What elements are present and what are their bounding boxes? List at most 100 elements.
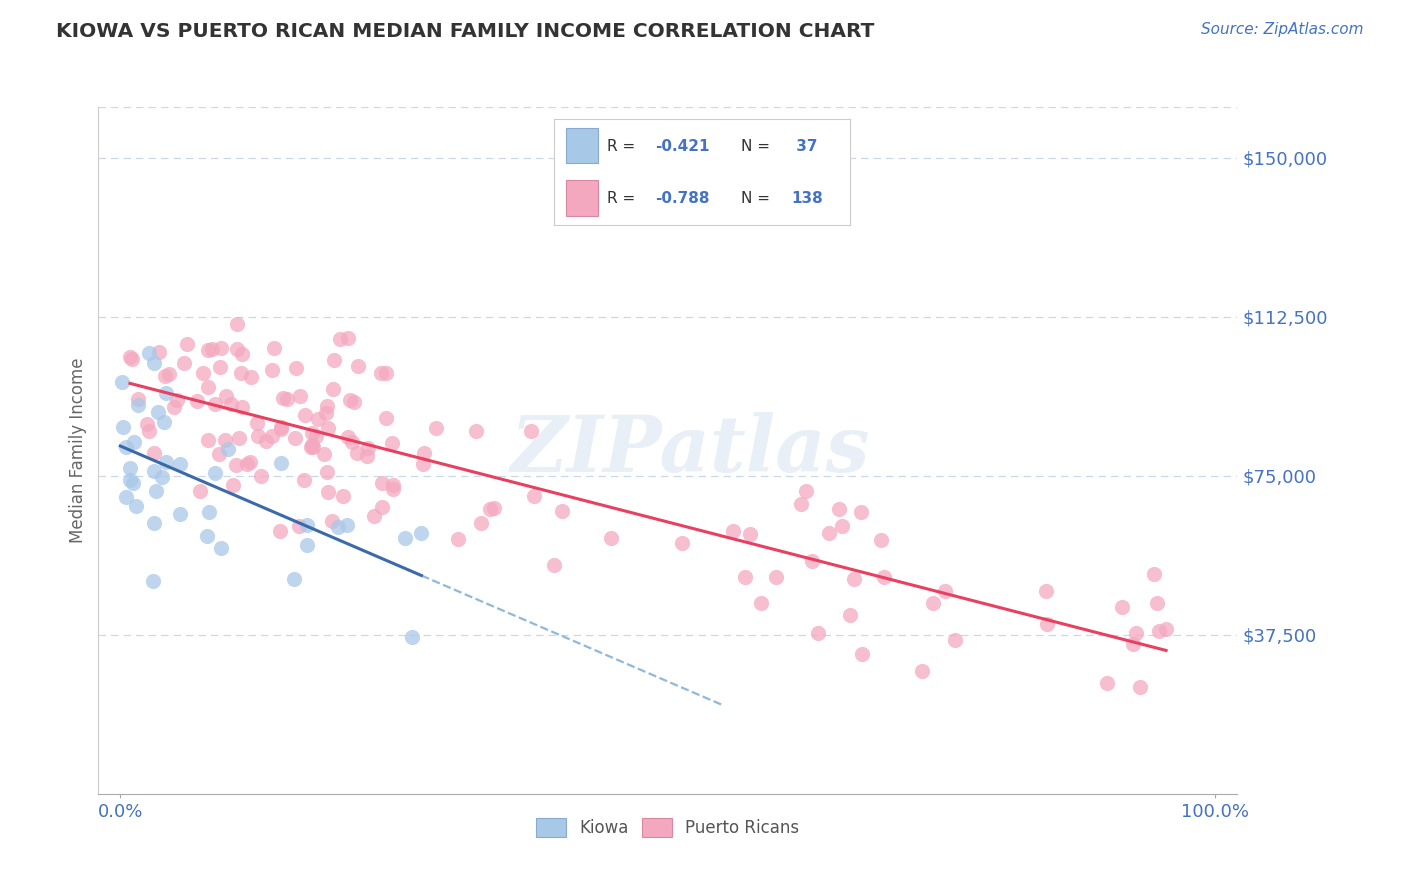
Point bbox=[143, 464, 166, 478]
Point bbox=[169, 507, 191, 521]
Point bbox=[143, 446, 166, 460]
Point bbox=[307, 412, 329, 426]
Point bbox=[339, 393, 361, 408]
Point bbox=[337, 430, 360, 444]
Point bbox=[921, 596, 943, 610]
Point bbox=[270, 422, 292, 436]
Point bbox=[1111, 599, 1133, 614]
Point bbox=[127, 398, 149, 412]
Point bbox=[370, 366, 392, 380]
Point bbox=[111, 375, 134, 389]
Point bbox=[219, 397, 242, 411]
Text: KIOWA VS PUERTO RICAN MEDIAN FAMILY INCOME CORRELATION CHART: KIOWA VS PUERTO RICAN MEDIAN FAMILY INCO… bbox=[56, 22, 875, 41]
Point bbox=[163, 400, 186, 414]
Point bbox=[195, 529, 218, 543]
Point bbox=[734, 569, 756, 583]
Point bbox=[135, 417, 157, 431]
Point bbox=[794, 483, 817, 498]
Point bbox=[872, 570, 894, 584]
Point bbox=[148, 345, 170, 359]
Point bbox=[118, 350, 141, 364]
Point bbox=[911, 664, 934, 678]
Point bbox=[342, 395, 364, 409]
Point bbox=[215, 389, 238, 403]
Point bbox=[240, 369, 263, 384]
Point bbox=[173, 356, 195, 370]
Point bbox=[340, 434, 363, 449]
Point bbox=[197, 343, 219, 358]
Point bbox=[738, 527, 761, 541]
Point bbox=[336, 517, 359, 532]
Point bbox=[297, 538, 319, 552]
Point bbox=[270, 456, 292, 470]
Point bbox=[276, 392, 298, 406]
Point bbox=[827, 502, 849, 516]
Point bbox=[470, 516, 492, 530]
Point bbox=[478, 502, 501, 516]
Point bbox=[842, 572, 865, 586]
Point bbox=[790, 498, 813, 512]
Point bbox=[197, 380, 219, 394]
Point bbox=[346, 446, 368, 460]
Point bbox=[122, 435, 145, 450]
Point bbox=[263, 341, 285, 355]
Point bbox=[312, 448, 335, 462]
Point bbox=[721, 524, 744, 538]
Point bbox=[851, 647, 873, 661]
Point bbox=[412, 446, 434, 460]
Point bbox=[197, 433, 219, 447]
Point bbox=[166, 393, 188, 408]
Point bbox=[943, 632, 966, 647]
Point bbox=[316, 399, 339, 413]
Text: ZIPatlas: ZIPatlas bbox=[510, 412, 870, 489]
Point bbox=[326, 519, 349, 533]
Point bbox=[523, 489, 546, 503]
Point bbox=[231, 400, 253, 414]
Point bbox=[851, 505, 873, 519]
Point bbox=[301, 425, 323, 440]
Point bbox=[204, 466, 226, 480]
Point bbox=[209, 541, 232, 556]
Point bbox=[121, 351, 143, 366]
Point bbox=[301, 438, 323, 452]
Point bbox=[304, 428, 326, 442]
Point bbox=[1147, 624, 1170, 638]
Point bbox=[239, 455, 262, 469]
Point bbox=[1097, 676, 1119, 690]
Point bbox=[934, 584, 956, 599]
Point bbox=[1146, 596, 1168, 610]
Point bbox=[543, 558, 565, 573]
Point bbox=[155, 455, 177, 469]
Point bbox=[229, 366, 252, 380]
Point bbox=[145, 483, 167, 498]
Point bbox=[1036, 617, 1059, 632]
Point bbox=[346, 359, 368, 373]
Point bbox=[284, 431, 307, 445]
Point bbox=[228, 431, 250, 445]
Point bbox=[838, 608, 860, 623]
Point bbox=[153, 368, 176, 383]
Point bbox=[551, 503, 574, 517]
Point bbox=[142, 355, 165, 369]
Point bbox=[375, 411, 398, 425]
Point bbox=[831, 518, 853, 533]
Point bbox=[371, 476, 394, 491]
Point bbox=[155, 386, 177, 401]
Point bbox=[176, 337, 198, 351]
Point bbox=[138, 346, 160, 360]
Point bbox=[260, 362, 283, 376]
Point bbox=[394, 531, 416, 545]
Point bbox=[321, 514, 343, 528]
Point bbox=[254, 434, 277, 448]
Point bbox=[157, 367, 180, 381]
Point bbox=[225, 317, 247, 331]
Point bbox=[208, 447, 231, 461]
Point bbox=[186, 394, 208, 409]
Point bbox=[425, 421, 447, 435]
Point bbox=[447, 533, 470, 547]
Point bbox=[375, 366, 398, 380]
Point bbox=[336, 331, 359, 345]
Point bbox=[152, 470, 174, 484]
Point bbox=[401, 630, 423, 644]
Point bbox=[270, 420, 292, 434]
